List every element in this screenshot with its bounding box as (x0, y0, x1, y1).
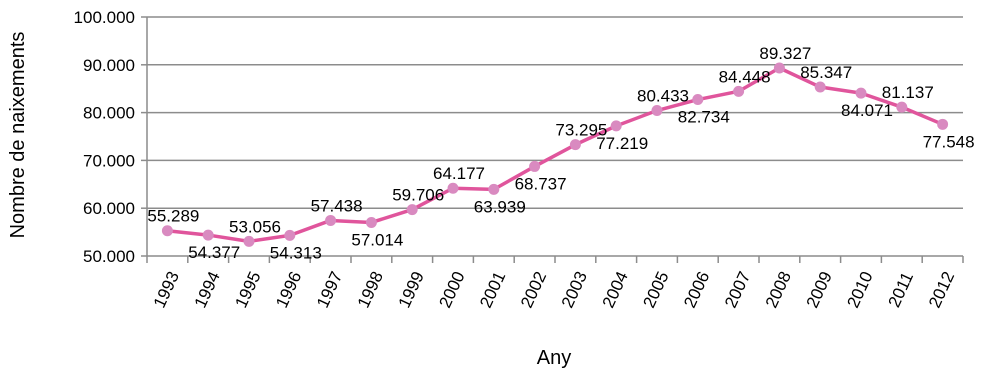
x-tick-label: 2005 (639, 269, 672, 311)
x-tick-label: 2006 (680, 269, 713, 311)
data-point (773, 62, 785, 74)
x-tick-label: 1999 (395, 269, 428, 311)
data-point (651, 105, 663, 117)
data-point (447, 182, 459, 194)
x-tick-label: 2000 (435, 269, 468, 311)
x-tick-label: 2011 (884, 269, 917, 310)
data-point (692, 94, 704, 106)
x-tick-label: 2001 (476, 269, 509, 311)
data-label: 54.313 (270, 243, 322, 262)
data-label: 64.177 (433, 164, 485, 183)
series-points (161, 62, 949, 247)
x-tick-label: 2009 (803, 269, 836, 311)
series-line (167, 66, 944, 244)
data-point (896, 101, 908, 113)
data-label: 55.289 (147, 207, 199, 226)
data-label: 59.706 (392, 186, 444, 205)
data-point (161, 225, 173, 237)
x-tick-label: 1997 (313, 269, 346, 311)
x-axis-ticks: 1993 1994 1995 1996 1997 1998 1999 2000 2001 2002… (146, 256, 964, 311)
data-point (202, 229, 214, 241)
data-point (733, 85, 745, 97)
data-label: 63.939 (474, 197, 526, 216)
data-label: 77.219 (596, 134, 648, 153)
data-label: 73.295 (555, 121, 607, 140)
data-label: 80.433 (637, 87, 689, 106)
data-label: 81.137 (882, 83, 934, 102)
x-tick-label: 1994 (191, 269, 224, 311)
data-point (365, 216, 377, 228)
gridlines (147, 16, 963, 209)
x-tick-label: 2002 (517, 269, 550, 311)
x-axis-title: Any (537, 347, 571, 369)
x-tick-label: 2007 (721, 269, 754, 311)
x-tick-label: 1996 (272, 269, 305, 311)
data-point (937, 118, 949, 130)
y-tick-label: 80.000 (83, 104, 135, 123)
data-point (569, 139, 581, 151)
x-tick-label: 2012 (925, 269, 958, 311)
data-label: 77.548 (923, 132, 975, 151)
data-label: 82.734 (678, 108, 730, 127)
y-tick-label: 50.000 (83, 247, 135, 266)
x-tick-label: 1993 (150, 269, 183, 311)
data-labels: 55.289 54.377 53.056 54.313 57.438 57.014 59.7… (147, 44, 974, 262)
data-label: 85.347 (800, 63, 852, 82)
y-tick-label: 100.000 (74, 8, 135, 27)
x-tick-label: 1998 (354, 269, 387, 311)
data-point (284, 229, 296, 241)
data-point (325, 214, 337, 226)
data-label: 57.014 (351, 230, 403, 249)
data-point (814, 81, 826, 93)
data-label: 84.448 (719, 67, 771, 86)
data-label: 68.737 (515, 174, 567, 193)
data-label: 84.071 (841, 101, 893, 120)
data-label: 57.438 (311, 196, 363, 215)
data-point (488, 183, 500, 195)
y-tick-label: 90.000 (83, 56, 135, 75)
y-tick-label: 60.000 (83, 199, 135, 218)
data-label: 53.056 (229, 217, 281, 236)
y-axis-ticks: 50.000 60.000 70.000 80.000 90.000 100.000 (74, 8, 147, 266)
data-label: 54.377 (188, 243, 240, 262)
x-tick-label: 2010 (843, 269, 876, 311)
data-point (406, 204, 418, 216)
x-tick-label: 1995 (231, 269, 264, 311)
data-point (243, 235, 255, 247)
x-tick-label: 2008 (762, 269, 795, 311)
data-point (610, 120, 622, 132)
data-label: 89.327 (759, 44, 811, 63)
series-line-path (167, 66, 944, 244)
x-tick-label: 2003 (558, 269, 591, 311)
x-tick-label: 2004 (599, 269, 632, 311)
y-tick-label: 70.000 (83, 151, 135, 170)
y-axis-title: Nombre de naixements (7, 32, 29, 239)
data-point (855, 87, 867, 99)
data-point (529, 160, 541, 172)
